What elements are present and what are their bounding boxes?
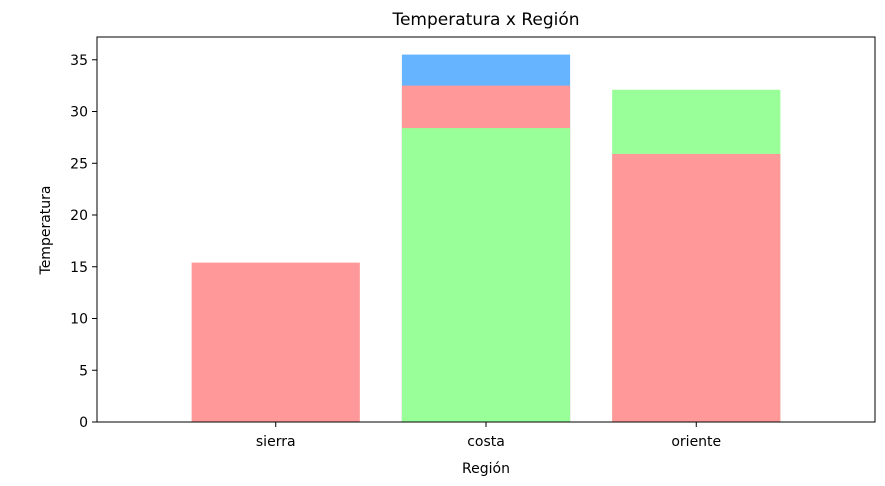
y-tick-label: 10 bbox=[70, 312, 88, 328]
y-axis: 0 5 10 15 20 25 30 35 bbox=[70, 53, 97, 431]
bars-layer bbox=[191, 54, 781, 423]
x-axis: sierra costa oriente bbox=[256, 422, 721, 450]
y-axis-label: Temperatura bbox=[38, 186, 54, 276]
x-tick-label-costa: costa bbox=[467, 434, 505, 450]
chart-title: Temperatura x Región bbox=[391, 10, 579, 30]
y-tick-label: 5 bbox=[79, 363, 88, 379]
y-tick-label: 35 bbox=[70, 53, 88, 69]
bar-costa-3 bbox=[401, 128, 571, 423]
y-tick-label: 30 bbox=[70, 105, 88, 121]
y-tick-label: 20 bbox=[70, 208, 88, 224]
y-tick-label: 0 bbox=[79, 415, 88, 431]
y-tick-label: 15 bbox=[70, 260, 88, 276]
x-tick-label-sierra: sierra bbox=[256, 434, 296, 450]
y-tick-label: 25 bbox=[70, 156, 88, 172]
bar-oriente-5 bbox=[612, 153, 781, 423]
bar-sierra-0 bbox=[191, 262, 360, 422]
x-tick-label-oriente: oriente bbox=[671, 434, 721, 450]
x-axis-label: Región bbox=[462, 461, 510, 477]
